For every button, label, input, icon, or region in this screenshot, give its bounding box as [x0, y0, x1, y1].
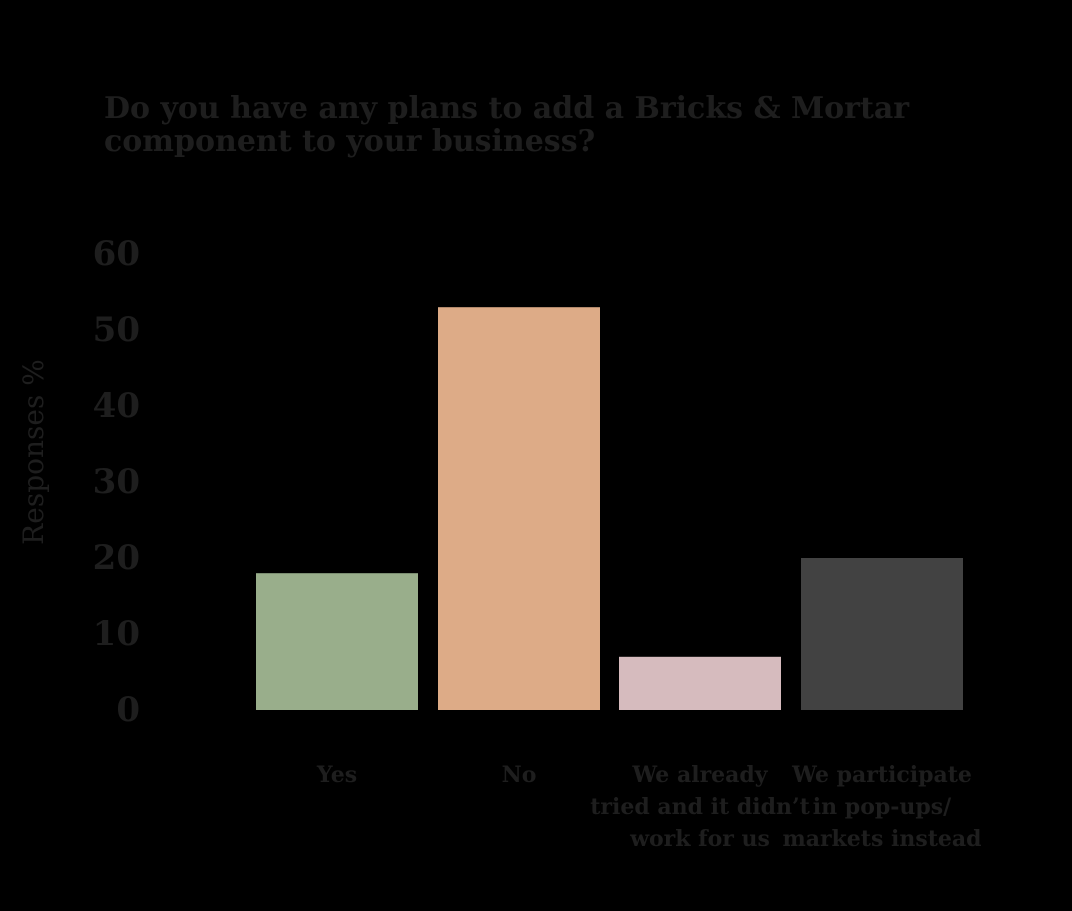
y-axis: 0 10 20 30 40 50 60 [93, 234, 140, 730]
y-tick-label: 0 [116, 690, 140, 730]
y-tick-label: 50 [93, 310, 140, 350]
y-tick-label: 20 [93, 538, 140, 578]
y-axis-title: Responses % [17, 359, 50, 545]
bar [438, 307, 600, 710]
y-tick-label: 30 [93, 462, 140, 502]
bar [801, 558, 963, 710]
x-category-label: We already tried and it didn’t work for us [590, 762, 810, 852]
bars [256, 307, 963, 710]
x-axis: Yes No We already tried and it didn’t work f… [316, 762, 982, 852]
chart-title: Do you have any plans to add a Bricks & … [104, 91, 910, 159]
y-tick-label: 10 [93, 614, 140, 654]
bar [619, 656, 781, 710]
y-tick-label: 40 [93, 386, 140, 426]
x-category-label: We participate in pop-ups/markets instead [782, 762, 981, 852]
x-category-label: Yes [316, 762, 357, 788]
x-category-label: No [502, 762, 537, 788]
y-tick-label: 60 [93, 234, 140, 274]
bar [256, 573, 418, 710]
